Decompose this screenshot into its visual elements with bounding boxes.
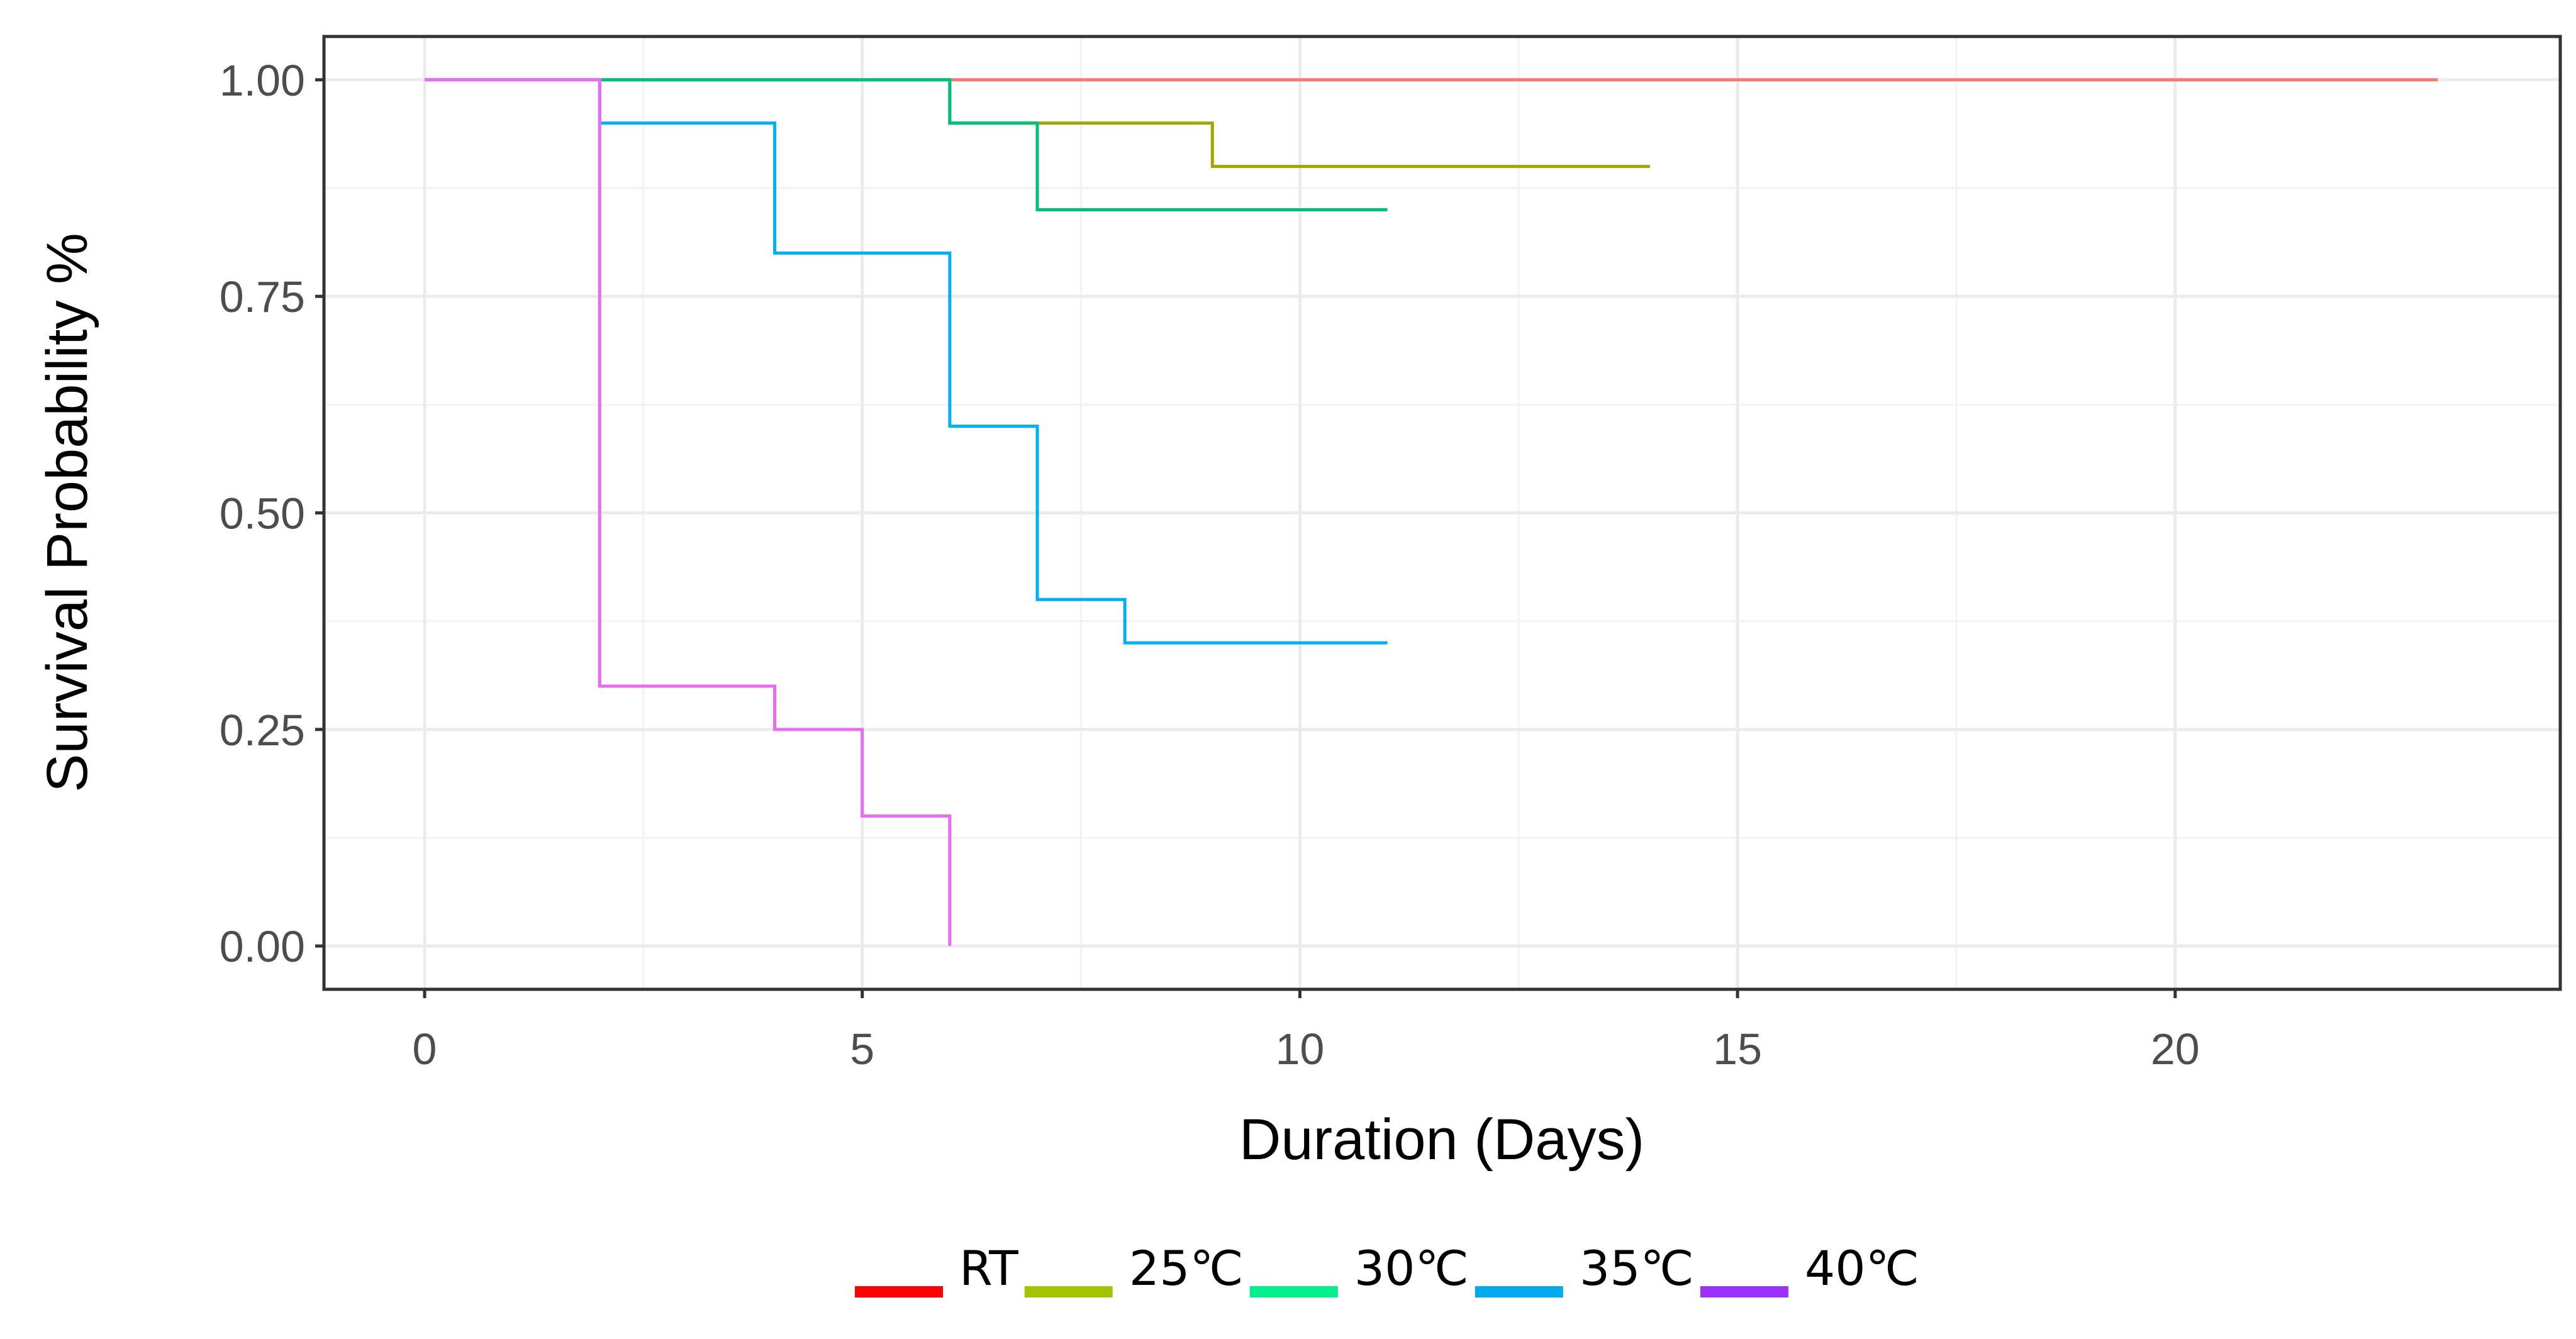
y-tick-label: 0.75 bbox=[220, 272, 305, 321]
legend: RT 25℃ 30℃ 35℃ 40℃ bbox=[855, 1240, 1919, 1297]
legend-label: RT bbox=[959, 1240, 1018, 1296]
x-axis-title: Duration (Days) bbox=[1239, 1108, 1644, 1172]
y-axis-title: Survival Probability % bbox=[35, 233, 99, 792]
series-line-40℃ bbox=[425, 78, 952, 947]
legend-item-25℃: 25℃ bbox=[1024, 1240, 1244, 1297]
x-tick-label: 5 bbox=[850, 1025, 874, 1074]
legend-item-35℃: 35℃ bbox=[1475, 1240, 1694, 1297]
y-axis: 0.00 0.25 0.50 0.75 1.00 bbox=[220, 56, 324, 971]
series-layer bbox=[425, 78, 2438, 947]
x-tick-label: 10 bbox=[1275, 1025, 1324, 1074]
x-axis: 0 5 10 15 20 bbox=[413, 989, 2200, 1074]
legend-label: 40℃ bbox=[1805, 1240, 1919, 1296]
y-tick-label: 0.50 bbox=[220, 489, 305, 538]
x-tick-label: 0 bbox=[413, 1025, 437, 1074]
x-tick-label: 15 bbox=[1713, 1025, 1762, 1074]
y-tick-label: 0.00 bbox=[220, 922, 305, 971]
legend-item-RT: RT bbox=[855, 1240, 1018, 1297]
legend-label: 30℃ bbox=[1354, 1240, 1469, 1296]
legend-item-30℃: 30℃ bbox=[1249, 1240, 1469, 1297]
legend-label: 35℃ bbox=[1580, 1240, 1694, 1296]
legend-label: 25℃ bbox=[1129, 1240, 1244, 1296]
x-tick-label: 20 bbox=[2151, 1025, 2200, 1074]
y-tick-label: 1.00 bbox=[220, 56, 305, 105]
legend-item-40℃: 40℃ bbox=[1700, 1240, 1919, 1297]
y-tick-label: 0.25 bbox=[220, 706, 305, 755]
series-line-30℃ bbox=[425, 78, 1388, 211]
